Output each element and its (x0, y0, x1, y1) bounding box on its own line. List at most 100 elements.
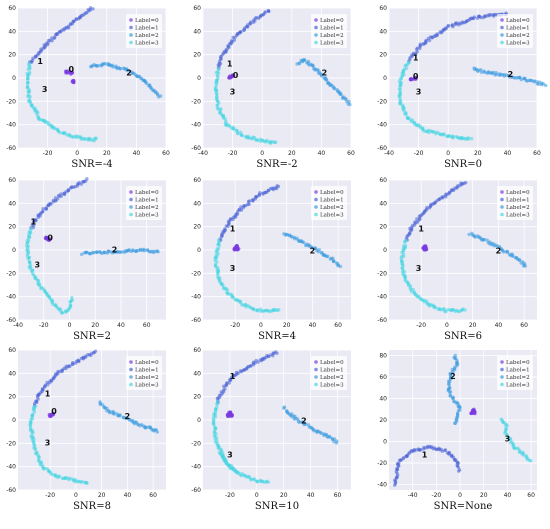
data-point (472, 409, 476, 414)
y-tick-label: 40 (8, 28, 16, 35)
data-point (541, 82, 546, 86)
cluster-label: 3 (416, 264, 422, 273)
data-point (33, 276, 38, 280)
data-point (311, 64, 315, 68)
data-point (156, 250, 160, 254)
cluster-label: 2 (508, 70, 514, 79)
data-point (67, 364, 71, 368)
x-tick-label: 60 (520, 322, 528, 329)
data-point (47, 238, 51, 242)
data-point (421, 42, 425, 46)
data-point (58, 30, 62, 34)
y-tick-label: 60 (379, 374, 387, 381)
x-tick-label: -40 (13, 322, 23, 329)
data-point (481, 15, 486, 20)
legend-marker (129, 367, 133, 372)
data-point (491, 70, 495, 75)
data-point (456, 401, 460, 405)
y-tick-label: -40 (377, 122, 387, 129)
data-point (142, 248, 147, 253)
data-point (28, 99, 32, 103)
data-point (338, 264, 343, 269)
data-point (227, 464, 232, 468)
data-point (68, 303, 73, 308)
data-point (303, 58, 307, 63)
y-tick-label: -40 (6, 294, 16, 301)
x-tick-label: 0 (260, 150, 264, 157)
legend-entry: Label=3 (506, 41, 530, 47)
data-point (238, 130, 243, 135)
data-point (34, 112, 39, 116)
data-point (289, 234, 294, 239)
legend-marker (129, 190, 133, 194)
x-tick-label: 20 (474, 150, 482, 157)
data-point (398, 84, 402, 88)
data-point (214, 249, 218, 253)
y-tick-label: 40 (379, 395, 387, 402)
y-tick-label: -40 (377, 482, 387, 489)
legend-marker (500, 360, 504, 364)
y-tick-label: 40 (193, 200, 201, 207)
data-point (218, 276, 222, 280)
x-tick-label: 0 (259, 322, 263, 329)
y-tick-label: -20 (6, 270, 16, 277)
legend-entry: Label=3 (135, 213, 159, 219)
cluster-label: 2 (112, 245, 118, 254)
cluster-label: 3 (227, 450, 233, 459)
y-tick-label: 20 (379, 417, 387, 424)
data-point (39, 211, 43, 215)
data-point (41, 206, 45, 211)
data-point (26, 256, 30, 261)
x-tick-label: 0 (446, 150, 450, 157)
legend-entry: Label=1 (506, 26, 530, 32)
y-tick-label: -40 (191, 294, 201, 301)
data-point (25, 77, 30, 81)
data-point (316, 250, 321, 254)
data-point (235, 298, 239, 302)
data-point (427, 38, 432, 43)
legend-box (126, 186, 162, 220)
data-point (95, 250, 99, 254)
scatter-panel: -40 -20 0 20 40 606040200-20-40-600123Label=0… (191, 5, 355, 170)
panel-title: SNR=None (434, 501, 493, 512)
x-tick-label: -40 (384, 150, 394, 157)
data-point (444, 195, 448, 199)
y-tick-label: 0 (197, 75, 201, 82)
y-tick-label: 0 (12, 417, 16, 424)
x-tick-label: 20 (103, 150, 111, 157)
data-point (70, 362, 75, 367)
data-point (159, 94, 163, 98)
legend-marker (314, 360, 318, 364)
data-point (332, 437, 337, 441)
data-point (521, 453, 526, 457)
cluster-label: 3 (230, 264, 236, 273)
data-point (215, 92, 219, 96)
legend-marker (314, 33, 318, 37)
data-point (447, 134, 451, 138)
data-point (266, 9, 271, 13)
x-tick-label: -20 (43, 150, 53, 157)
data-point (229, 42, 233, 46)
data-point (32, 410, 37, 414)
data-point (505, 250, 510, 255)
data-point (403, 64, 407, 68)
x-tick-label: 40 (124, 492, 132, 499)
data-point (112, 412, 116, 416)
y-tick-label: -60 (6, 317, 16, 324)
x-tick-label: -20 (45, 492, 55, 499)
data-point (508, 437, 512, 441)
x-tick-label: -20 (416, 322, 426, 329)
x-tick-label: 20 (280, 492, 288, 499)
data-point (236, 131, 240, 136)
cluster-label: 3 (45, 439, 51, 448)
legend-marker (129, 33, 133, 37)
data-point (324, 78, 329, 82)
data-point (331, 259, 336, 263)
cluster-label: 0 (51, 407, 57, 416)
data-point (251, 20, 256, 25)
cluster-label: 2 (496, 247, 502, 256)
legend-marker (500, 212, 504, 217)
data-point (404, 112, 408, 116)
data-point (108, 410, 112, 415)
data-point (240, 133, 244, 138)
